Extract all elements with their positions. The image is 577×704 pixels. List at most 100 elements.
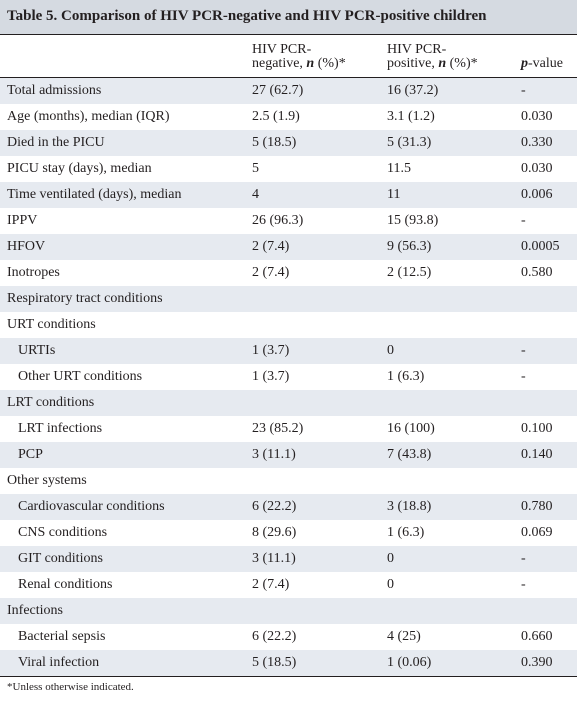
header-text: (%)* <box>314 56 346 71</box>
footnote: *Unless otherwise indicated. <box>7 681 134 693</box>
table-row: Other systems <box>0 468 577 494</box>
cell-value: 1 (3.7) <box>252 343 290 358</box>
cell-value: - <box>521 83 526 98</box>
header-line <box>521 43 563 57</box>
cell-value: 2.5 (1.9) <box>252 109 300 124</box>
column-header: p-value <box>521 43 563 71</box>
table-row: Bacterial sepsis 6 (22.2) 4 (25) 0.660 <box>0 624 577 650</box>
row-label: Bacterial sepsis <box>18 629 106 644</box>
row-label: Age (months), median (IQR) <box>7 109 170 124</box>
row-label: HFOV <box>7 239 46 254</box>
cell-value: 4 <box>252 187 259 202</box>
cell-value: - <box>521 213 526 228</box>
table-row: Renal conditions 2 (7.4) 0 - <box>0 572 577 598</box>
header-text: negative, <box>252 56 307 71</box>
cell-value: 0.006 <box>521 187 553 202</box>
header-line: HIV PCR- <box>387 42 447 57</box>
cell-value: 8 (29.6) <box>252 525 297 540</box>
row-label: LRT conditions <box>7 395 95 410</box>
cell-value: 6 (22.2) <box>252 499 297 514</box>
cell-value: 27 (62.7) <box>252 83 304 98</box>
row-label: Other URT conditions <box>18 369 143 384</box>
table-row: Total admissions 27 (62.7) 16 (37.2) - <box>0 78 577 104</box>
cell-value: 0.069 <box>521 525 553 540</box>
column-header: HIV PCR-positive, n (%)* <box>387 43 478 71</box>
table-row: PICU stay (days), median 5 11.5 0.030 <box>0 156 577 182</box>
rule <box>0 34 577 35</box>
cell-value: 0 <box>387 551 394 566</box>
cell-value: 0.030 <box>521 161 553 176</box>
table-row: URTIs 1 (3.7) 0 - <box>0 338 577 364</box>
header-text: -value <box>528 56 563 71</box>
cell-value: 11 <box>387 187 401 202</box>
header-line: p-value <box>521 57 563 71</box>
table-row: Respiratory tract conditions <box>0 286 577 312</box>
header-text: p <box>521 56 528 71</box>
cell-value: 0.0005 <box>521 239 560 254</box>
table-row: Inotropes 2 (7.4) 2 (12.5) 0.580 <box>0 260 577 286</box>
row-label: Cardiovascular conditions <box>18 499 165 514</box>
table-row: Infections <box>0 598 577 624</box>
row-label: PCP <box>18 447 43 462</box>
cell-value: 0.030 <box>521 109 553 124</box>
row-label: Renal conditions <box>18 577 113 592</box>
cell-value: 9 (56.3) <box>387 239 432 254</box>
cell-value: 3 (18.8) <box>387 499 432 514</box>
column-header: HIV PCR-negative, n (%)* <box>252 43 346 71</box>
header-line: HIV PCR- <box>252 42 312 57</box>
cell-value: 3 (11.1) <box>252 447 296 462</box>
row-label: Viral infection <box>18 655 100 670</box>
table-row: CNS conditions 8 (29.6) 1 (6.3) 0.069 <box>0 520 577 546</box>
cell-value: - <box>521 343 526 358</box>
row-label: IPPV <box>7 213 38 228</box>
rule <box>0 676 577 677</box>
row-label: PICU stay (days), median <box>7 161 152 176</box>
cell-value: 0 <box>387 343 394 358</box>
table-row: LRT infections 23 (85.2) 16 (100) 0.100 <box>0 416 577 442</box>
cell-value: 0.580 <box>521 265 553 280</box>
row-label: Respiratory tract conditions <box>7 291 163 306</box>
cell-value: 16 (37.2) <box>387 83 439 98</box>
cell-value: 2 (7.4) <box>252 265 290 280</box>
cell-value: 0.330 <box>521 135 553 150</box>
table-title: Table 5. Comparison of HIV PCR-negative … <box>7 8 487 24</box>
table-row: GIT conditions 3 (11.1) 0 - <box>0 546 577 572</box>
cell-value: 5 (18.5) <box>252 655 297 670</box>
row-label: Other systems <box>7 473 87 488</box>
cell-value: 26 (96.3) <box>252 213 304 228</box>
row-label: Infections <box>7 603 63 618</box>
cell-value: 1 (6.3) <box>387 369 425 384</box>
title-bar <box>0 0 577 34</box>
cell-value: 3.1 (1.2) <box>387 109 435 124</box>
cell-value: 2 (7.4) <box>252 577 290 592</box>
cell-value: - <box>521 577 526 592</box>
row-label: CNS conditions <box>18 525 108 540</box>
header-text: n <box>438 56 447 71</box>
row-label: URT conditions <box>7 317 96 332</box>
cell-value: 7 (43.8) <box>387 447 432 462</box>
cell-value: 1 (6.3) <box>387 525 425 540</box>
cell-value: 5 (18.5) <box>252 135 297 150</box>
cell-value: - <box>521 551 526 566</box>
cell-value: - <box>521 369 526 384</box>
row-label: Inotropes <box>7 265 60 280</box>
cell-value: 15 (93.8) <box>387 213 439 228</box>
header-line: positive, n (%)* <box>387 57 478 71</box>
cell-value: 11.5 <box>387 161 411 176</box>
cell-value: 5 (31.3) <box>387 135 432 150</box>
row-label: GIT conditions <box>18 551 103 566</box>
cell-value: 0 <box>387 577 394 592</box>
row-label: Died in the PICU <box>7 135 105 150</box>
table-row: HFOV 2 (7.4) 9 (56.3) 0.0005 <box>0 234 577 260</box>
cell-value: 0.140 <box>521 447 553 462</box>
cell-value: 23 (85.2) <box>252 421 304 436</box>
cell-value: 1 (3.7) <box>252 369 290 384</box>
cell-value: 3 (11.1) <box>252 551 296 566</box>
header-text: n <box>306 56 315 71</box>
table-row: IPPV 26 (96.3) 15 (93.8) - <box>0 208 577 234</box>
table-row: Died in the PICU 5 (18.5) 5 (31.3) 0.330 <box>0 130 577 156</box>
table-row: Age (months), median (IQR) 2.5 (1.9) 3.1 (… <box>0 104 577 130</box>
cell-value: 0.390 <box>521 655 553 670</box>
cell-value: 5 <box>252 161 259 176</box>
